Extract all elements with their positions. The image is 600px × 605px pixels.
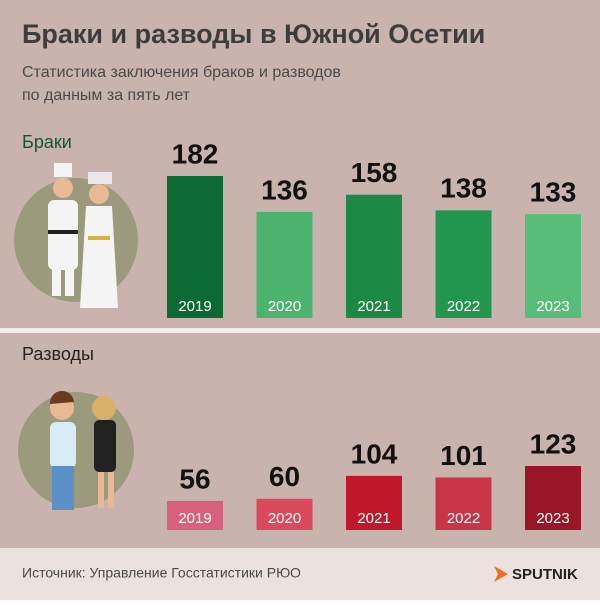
value-label: 123	[530, 428, 577, 459]
bar	[256, 211, 313, 318]
x-tick-label: 2021	[357, 510, 390, 527]
x-tick-label: 2022	[447, 510, 480, 527]
divorce-illustration	[18, 390, 134, 510]
x-tick-label: 2023	[536, 510, 569, 527]
subtitle: по данным за пять лет	[22, 87, 191, 104]
section-title: Браки	[22, 132, 72, 152]
bar	[525, 214, 581, 318]
title: Браки и разводы в Южной Осетии	[22, 19, 485, 49]
value-label: 60	[269, 461, 300, 492]
bar	[346, 475, 402, 530]
source: Источник: Управление Госстатистики РЮО	[22, 565, 301, 581]
bar	[346, 194, 402, 318]
wedding-illustration	[14, 163, 138, 308]
value-label: 104	[351, 438, 398, 469]
x-tick-label: 2020	[268, 510, 301, 527]
value-label: 101	[440, 440, 487, 471]
subtitle: Статистика заключения браков и разводов	[22, 64, 341, 81]
bar	[167, 500, 223, 530]
bar	[525, 466, 581, 530]
section-title: Разводы	[22, 344, 94, 364]
bar	[167, 176, 223, 318]
value-label: 136	[261, 174, 308, 205]
logo: SPUTNIK	[512, 566, 578, 583]
logo-icon	[494, 566, 508, 582]
value-label: 138	[440, 173, 487, 204]
value-label: 182	[172, 138, 219, 169]
bar	[256, 498, 313, 530]
divider	[0, 328, 600, 333]
x-tick-label: 2021	[357, 298, 390, 315]
value-label: 158	[351, 157, 398, 188]
x-tick-label: 2022	[447, 298, 480, 315]
bar	[435, 477, 492, 530]
value-label: 56	[179, 463, 210, 494]
x-tick-label: 2019	[178, 510, 211, 527]
x-tick-label: 2020	[268, 298, 301, 315]
value-label: 133	[530, 177, 577, 208]
x-tick-label: 2023	[536, 298, 569, 315]
bar	[435, 210, 492, 318]
x-tick-label: 2019	[178, 298, 211, 315]
